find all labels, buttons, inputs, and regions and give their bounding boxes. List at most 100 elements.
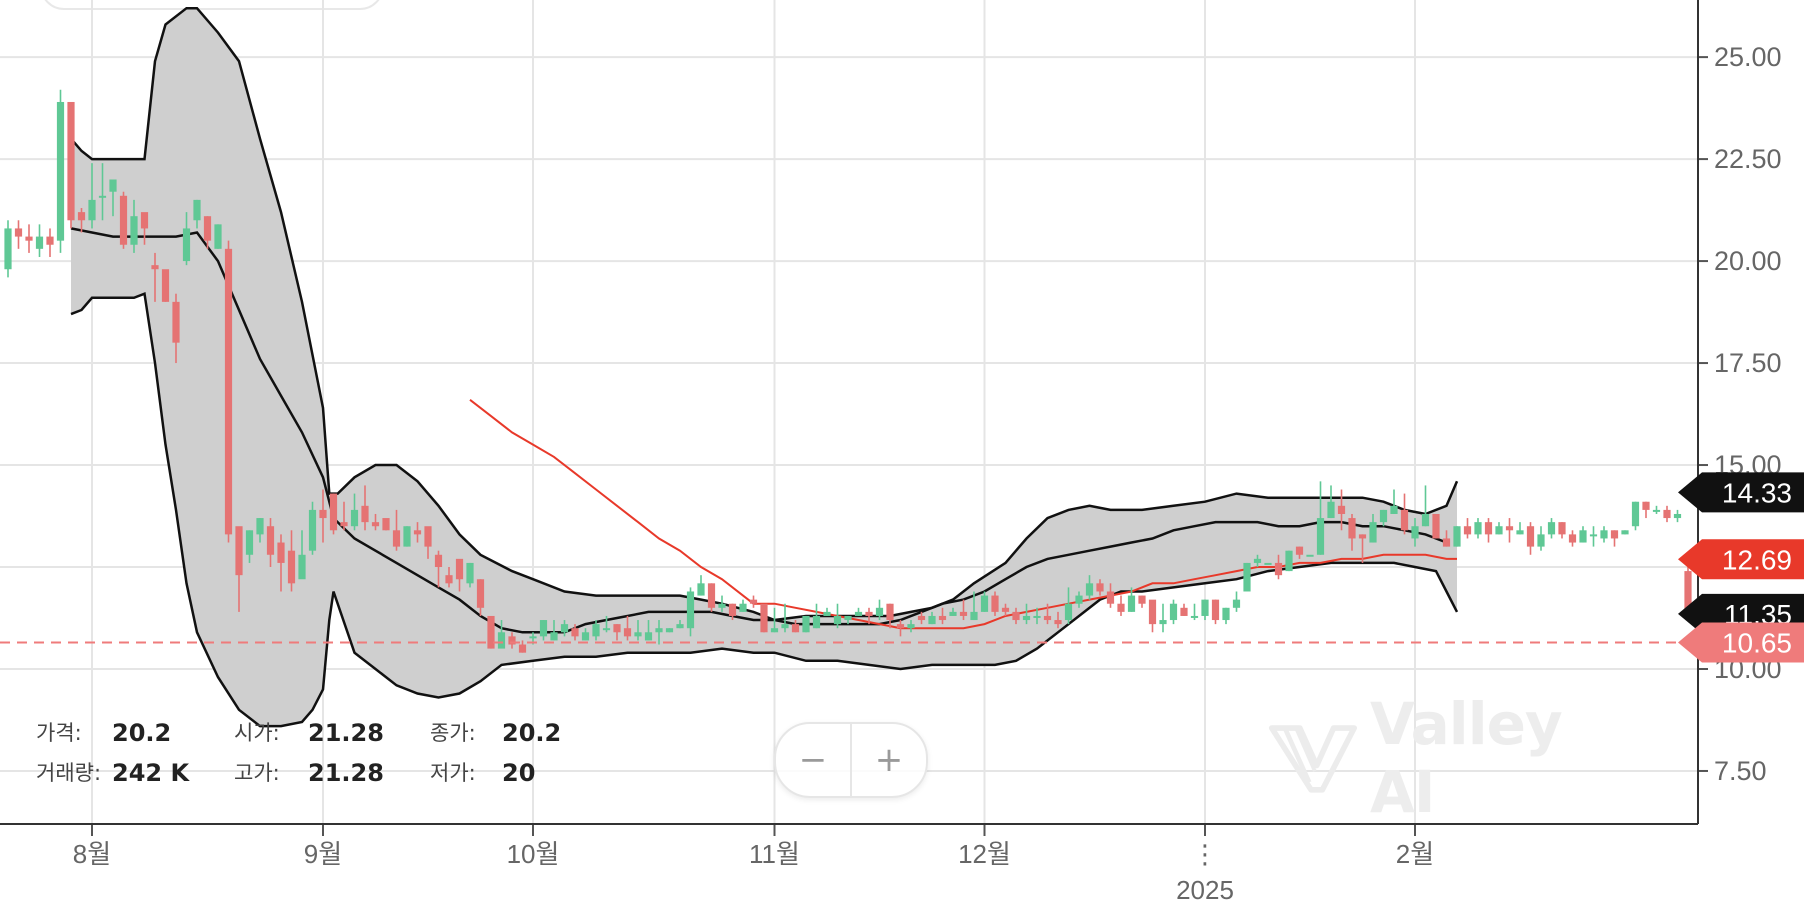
y-tick-label: 7.50 [1714,756,1767,786]
zoom-out-button[interactable]: − [798,740,828,780]
candle-body [67,101,75,221]
candle-body [1295,546,1304,555]
candle-body [1558,522,1566,535]
candle-body [980,595,989,612]
x-tick-label: 8월 [73,839,111,869]
candle-body [88,199,96,221]
candle-body [340,522,348,527]
candle-body [665,628,674,633]
price-badge [1678,472,1804,513]
ohlc-panel: 가격: 20.2 시가: 21.28 종가: 20.2 거래량: 242 K 고… [36,718,596,798]
bollinger-upper-line [70,6,1459,622]
candle-body [1358,534,1367,539]
price-badge-label: 10.65 [1722,627,1792,658]
candle-body [98,195,107,198]
candle-body [1663,509,1671,519]
candle-body [1264,562,1272,565]
candle-body [917,615,926,621]
candle-body [161,269,170,302]
candle-body [1085,583,1094,596]
candle-body [476,579,485,608]
candle-body [1253,558,1262,563]
price-badge-label: 14.33 [1722,477,1792,508]
candle-body [1568,534,1577,543]
candle-body [392,530,401,547]
candle-body [1316,518,1325,555]
candle-body [518,644,527,653]
candle-body [287,550,296,584]
close-value: 20.2 [502,719,562,747]
candle-body [109,179,117,192]
candle-body [529,636,537,639]
candle-body [823,611,831,616]
candle-body [718,603,726,608]
candle-body [1589,534,1598,537]
x-year-label: 2025 [1176,875,1234,904]
candle-body [203,216,212,241]
candle-body [802,615,810,633]
candle-body [791,624,800,633]
candle-body [350,509,359,527]
x-tick-label: 12월 [958,839,1011,869]
x-tick-label: ⋮ [1192,839,1218,869]
candle-body [1547,522,1556,535]
candle-body [1642,501,1650,510]
candle-body [644,632,653,641]
candle-body [697,583,705,596]
candle-body [1474,522,1482,535]
candle-body [508,636,516,645]
x-tick-label: 10월 [507,839,560,869]
candle-body [1211,599,1220,621]
candle-body [1684,571,1692,612]
candle-body [928,615,936,625]
candle-body [35,236,44,249]
candle-body [1631,501,1640,527]
candle-body [371,522,380,527]
candle-body [151,265,159,270]
candle-body [1610,530,1619,539]
candle-body [1453,526,1461,547]
candle-body [560,624,569,633]
x-tick-label: 11월 [749,839,800,869]
candle-body [319,509,327,519]
candle-body [1621,530,1629,535]
candle-body [991,595,999,612]
candle-body [1411,526,1419,539]
zoom-in-button[interactable]: + [874,740,904,780]
candle-body [550,632,558,641]
candle-body [781,624,789,629]
candle-body [224,248,233,535]
candle-body [413,530,422,535]
candle-body [1064,603,1073,621]
candle-body [1369,522,1377,543]
candles [4,89,1713,653]
candle-body [214,224,222,249]
candle-body [539,620,548,637]
x-tick-label: 2월 [1396,839,1434,869]
candle-body [886,603,894,621]
price-badge [1678,622,1804,663]
candle-body [1537,534,1545,547]
candle-body [854,611,863,616]
bollinger-middle-line [70,227,1447,634]
candle-body [424,526,432,547]
candle-body [1159,620,1167,625]
candle-body [1033,615,1041,618]
candle-body [770,628,779,633]
candle-body [686,591,695,629]
candle-body [1127,595,1136,612]
candle-body [466,562,474,584]
candle-body [193,199,201,221]
candle-body [1169,603,1178,621]
candle-body [1138,595,1146,604]
volume-value: 242 K [112,759,190,787]
moving-average-line [469,399,1457,630]
open-label: 시가: [234,721,280,745]
candle-body [361,505,369,523]
candle-body [728,603,737,616]
close-label: 종가: [430,721,476,745]
y-tick-label: 25.00 [1714,42,1782,72]
candle-body [1243,562,1251,592]
candle-body [1274,562,1283,576]
